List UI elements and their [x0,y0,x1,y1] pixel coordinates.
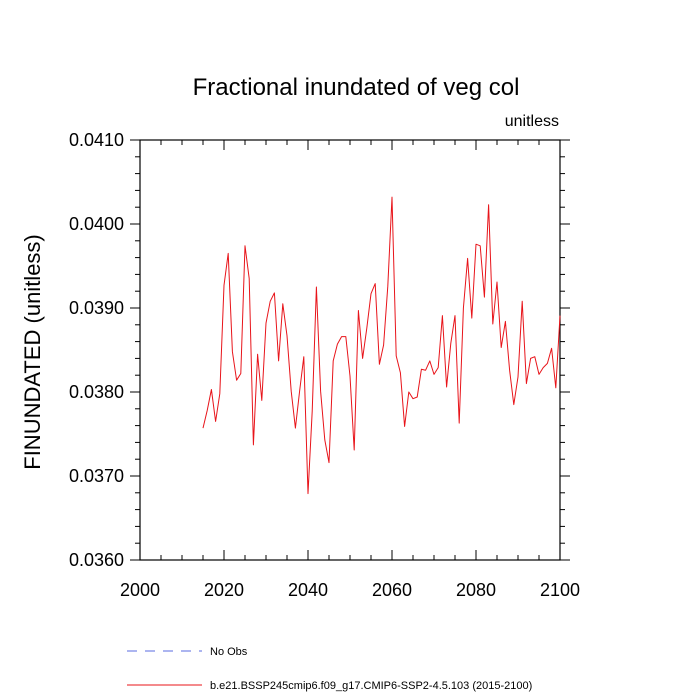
plot-frame [139,139,561,561]
y-tick-label: 0.0410 [69,130,124,150]
x-tick-label: 2100 [540,580,580,600]
y-tick-label: 0.0360 [69,550,124,570]
x-tick-label: 2060 [372,580,412,600]
y-tick-label: 0.0400 [69,214,124,234]
units-label: unitless [505,113,559,130]
x-tick-label: 2080 [456,580,496,600]
legend-label-no-obs: No Obs [210,646,248,658]
x-tick-label: 2020 [204,580,244,600]
x-tick-label: 2000 [120,580,160,600]
x-tick-label: 2040 [288,580,328,600]
y-tick-label: 0.0370 [69,466,124,486]
chart-title: Fractional inundated of veg col [193,74,520,101]
legend-label-model: b.e21.BSSP245cmip6.f09_g17.CMIP6-SSP2-4.… [210,680,532,692]
y-tick-label: 0.0390 [69,298,124,318]
y-axis-label: FINUNDATED (unitless) [20,234,45,470]
series-line [202,196,561,495]
y-tick-label: 0.0380 [69,382,124,402]
